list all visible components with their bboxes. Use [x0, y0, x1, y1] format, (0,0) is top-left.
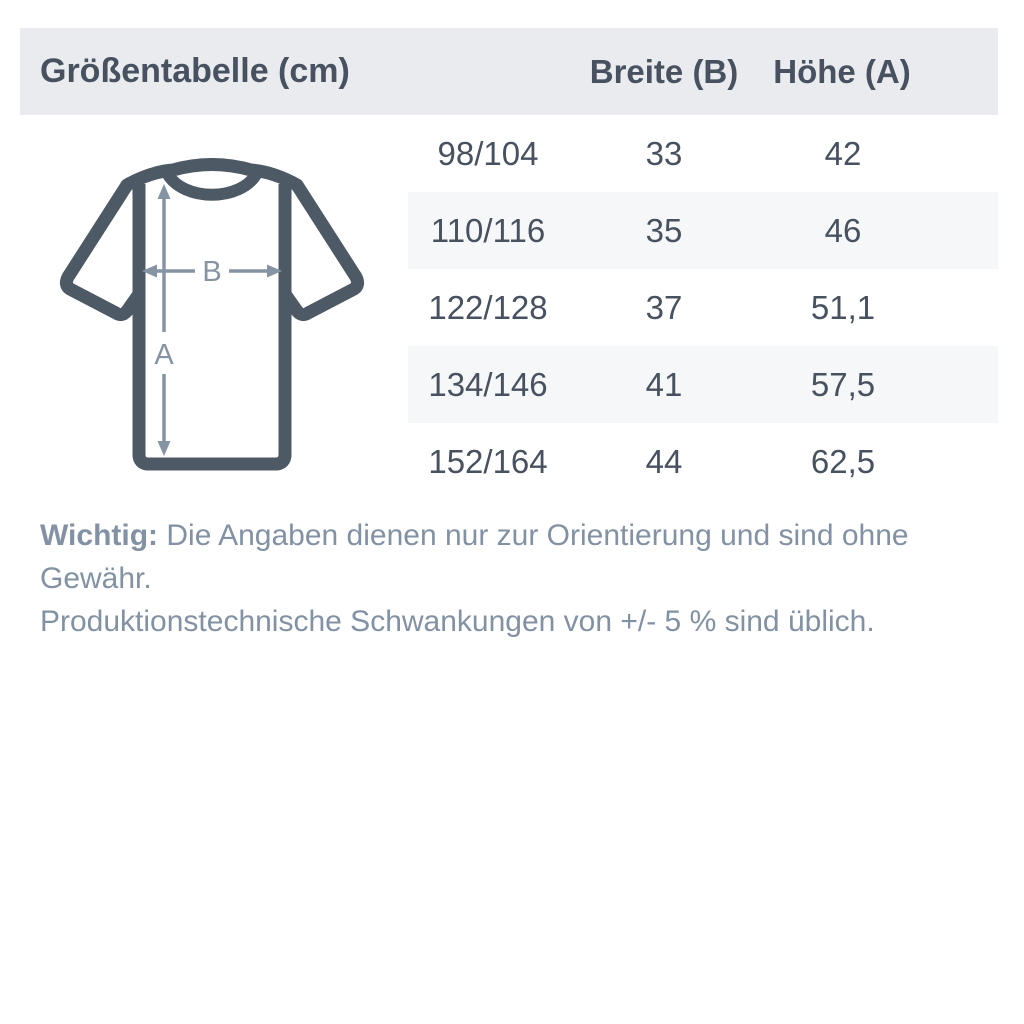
disclaimer-lead: Wichtig:: [40, 519, 159, 552]
width-cell: 35: [645, 211, 683, 249]
height-cell: 62,5: [810, 442, 876, 480]
page-title: Größentabelle (cm): [40, 52, 350, 90]
size-cell: 98/104: [437, 134, 539, 172]
height-arrow-label: A: [154, 339, 174, 371]
column-header-breite: Breite (B): [589, 52, 739, 90]
disclaimer-line-1: Wichtig: Die Angaben dienen nur zur Orie…: [40, 514, 955, 600]
tshirt-body-panel: [132, 184, 292, 471]
table-row: 152/164 44 62,5: [408, 423, 998, 500]
size-table-body: 98/104 33 42 110/116 35 46 122/128 37 51…: [408, 115, 998, 500]
width-cell: 33: [645, 134, 683, 172]
column-header-hoehe: Höhe (A): [773, 52, 911, 90]
height-arrow-icon: [157, 184, 171, 456]
table-row: 110/116 35 46: [408, 192, 998, 269]
disclaimer-text-1: Die Angaben dienen nur zur Orientierung …: [40, 519, 909, 595]
width-arrow-label: B: [202, 256, 221, 288]
tshirt-outline-icon: A B: [59, 158, 365, 471]
table-row: 134/146 41 57,5: [408, 346, 998, 423]
height-cell: 51,1: [810, 288, 876, 326]
width-cell: 37: [645, 288, 683, 326]
table-header: Größentabelle (cm) Breite (B) Höhe (A): [20, 28, 998, 115]
width-arrow-icon: [142, 264, 282, 278]
size-cell: 152/164: [428, 442, 548, 480]
disclaimer-note: Wichtig: Die Angaben dienen nur zur Orie…: [40, 514, 955, 643]
table-row: 122/128 37 51,1: [408, 269, 998, 346]
tshirt-measurement-diagram: A B: [55, 158, 369, 488]
height-cell: 42: [824, 134, 862, 172]
size-cell: 110/116: [430, 211, 546, 249]
size-cell: 134/146: [428, 365, 548, 403]
disclaimer-line-2: Produktionstechnische Schwankungen von +…: [40, 605, 875, 638]
tshirt-neckband: [161, 167, 263, 201]
size-cell: 122/128: [428, 288, 548, 326]
height-cell: 57,5: [810, 365, 876, 403]
height-cell: 46: [824, 211, 862, 249]
width-cell: 41: [645, 365, 683, 403]
table-row: 98/104 33 42: [408, 115, 998, 192]
width-cell: 44: [645, 442, 683, 480]
